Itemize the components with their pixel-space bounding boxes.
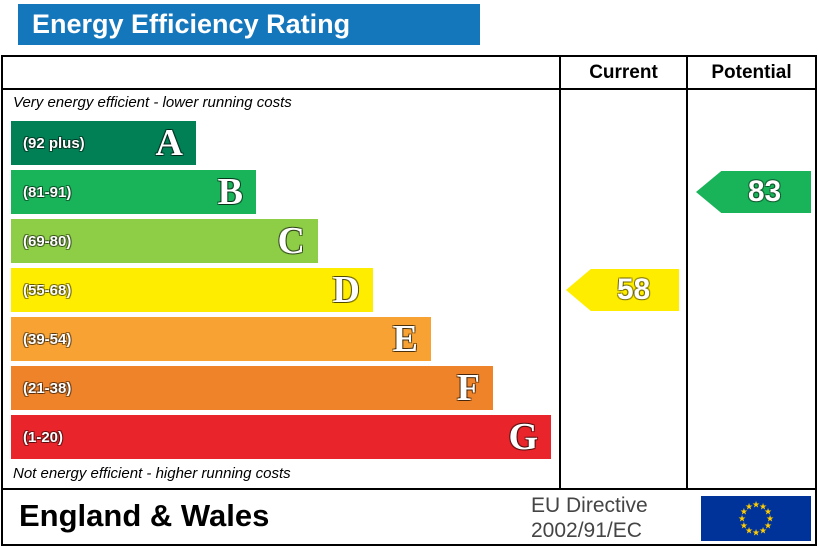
band-a-letter: A: [155, 122, 183, 164]
band-e-range: (39-54): [23, 330, 72, 348]
band-c-letter: C: [277, 220, 305, 262]
svg-text:★: ★: [740, 507, 748, 517]
column-divider: [686, 57, 688, 488]
band-row-g: (1-20) G: [11, 415, 559, 464]
band-a-bar: (92 plus) A: [11, 121, 196, 165]
band-b-letter: B: [217, 171, 243, 213]
band-g-bar: (1-20) G: [11, 415, 551, 459]
band-e-letter: E: [392, 318, 418, 360]
band-row-c: (69-80) C: [11, 219, 559, 268]
svg-text:★: ★: [745, 501, 753, 511]
band-b-range: (81-91): [23, 183, 72, 201]
band-f-range: (21-38): [23, 379, 72, 397]
svg-text:★: ★: [759, 526, 767, 536]
band-g-range: (1-20): [23, 428, 64, 446]
region-label: England & Wales: [19, 498, 270, 533]
potential-rating-value: 83: [747, 175, 782, 208]
svg-text:★: ★: [759, 501, 767, 511]
eu-directive-line1: EU Directive: [531, 494, 648, 517]
eu-directive-label: EU Directive 2002/91/EC: [531, 493, 648, 543]
band-d-range: (55-68): [23, 281, 72, 299]
svg-text:★: ★: [752, 528, 760, 538]
svg-text:★: ★: [745, 526, 753, 536]
potential-column-header: Potential: [711, 62, 792, 83]
footer-divider: [3, 488, 815, 490]
svg-text:★: ★: [764, 507, 772, 517]
band-c-bar: (69-80) C: [11, 219, 318, 263]
svg-text:★: ★: [740, 521, 748, 531]
svg-text:★: ★: [752, 500, 760, 510]
svg-text:★: ★: [738, 514, 746, 524]
svg-text:★: ★: [766, 514, 774, 524]
band-a-range: (92 plus): [23, 134, 85, 152]
rating-bands: (92 plus) A (81-91) B (69-80) C (55-68): [11, 121, 559, 464]
eu-directive-line2: 2002/91/EC: [531, 519, 642, 542]
header-divider: [3, 88, 815, 90]
band-g-letter: G: [508, 416, 538, 458]
band-c-range: (69-80): [23, 232, 72, 250]
band-row-f: (21-38) F: [11, 366, 559, 415]
current-rating-value: 58: [616, 273, 651, 306]
page-title: Energy Efficiency Rating: [18, 4, 480, 45]
eu-flag-icon: ★ ★ ★ ★ ★ ★ ★ ★ ★ ★ ★ ★: [701, 496, 811, 541]
band-f-letter: F: [456, 367, 480, 409]
band-e-bar: (39-54) E: [11, 317, 431, 361]
potential-rating-arrow: 83: [696, 171, 811, 213]
band-row-a: (92 plus) A: [11, 121, 559, 170]
band-row-d: (55-68) D: [11, 268, 559, 317]
bottom-note: Not energy efficient - higher running co…: [13, 465, 291, 482]
column-divider: [559, 57, 561, 488]
band-d-bar: (55-68) D: [11, 268, 373, 312]
band-row-b: (81-91) B: [11, 170, 559, 219]
band-b-bar: (81-91) B: [11, 170, 256, 214]
current-rating-arrow: 58: [566, 269, 679, 311]
svg-text:★: ★: [764, 521, 772, 531]
band-row-e: (39-54) E: [11, 317, 559, 366]
band-d-letter: D: [332, 269, 360, 311]
current-column-header: Current: [589, 62, 658, 83]
chart-frame: Current Potential Very energy efficient …: [1, 55, 817, 546]
top-note: Very energy efficient - lower running co…: [13, 94, 292, 111]
band-f-bar: (21-38) F: [11, 366, 493, 410]
